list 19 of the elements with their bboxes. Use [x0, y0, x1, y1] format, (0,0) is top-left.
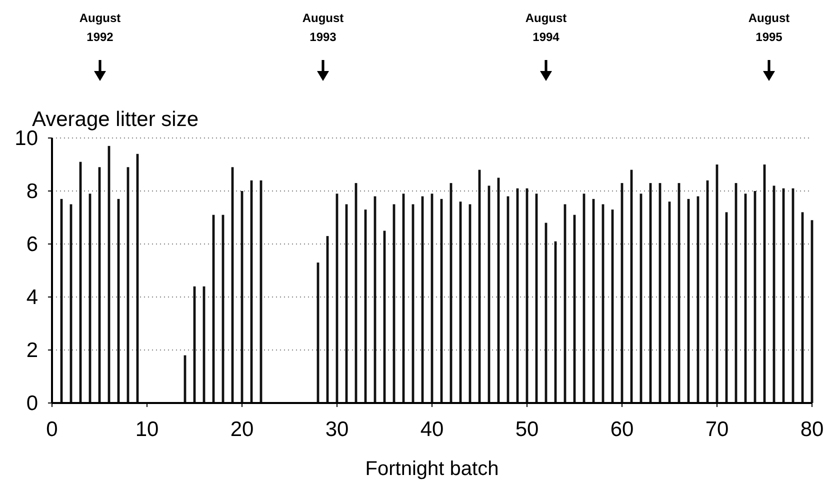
y-tick-label: 2	[26, 339, 38, 362]
x-tick-label: 0	[46, 418, 58, 441]
text: August 1993	[302, 11, 344, 44]
text: August 1994	[525, 11, 567, 44]
text: August 1992	[79, 11, 121, 44]
x-tick-label: 20	[230, 418, 254, 441]
x-tick-label: 50	[515, 418, 539, 441]
text: August 1995	[748, 11, 790, 44]
x-tick-label: 10	[135, 418, 159, 441]
y-tick-label: 0	[26, 392, 38, 415]
y-tick-label: 6	[26, 233, 38, 256]
y-tick-label: 8	[26, 180, 38, 203]
x-tick-label: 60	[610, 418, 634, 441]
x-tick-label: 80	[800, 418, 824, 441]
x-axis-title: Fortnight batch	[365, 458, 499, 480]
x-tick-label: 30	[325, 418, 349, 441]
y-tick-label: 4	[26, 286, 38, 309]
x-tick-label: 70	[705, 418, 729, 441]
x-tick-label: 40	[420, 418, 444, 441]
